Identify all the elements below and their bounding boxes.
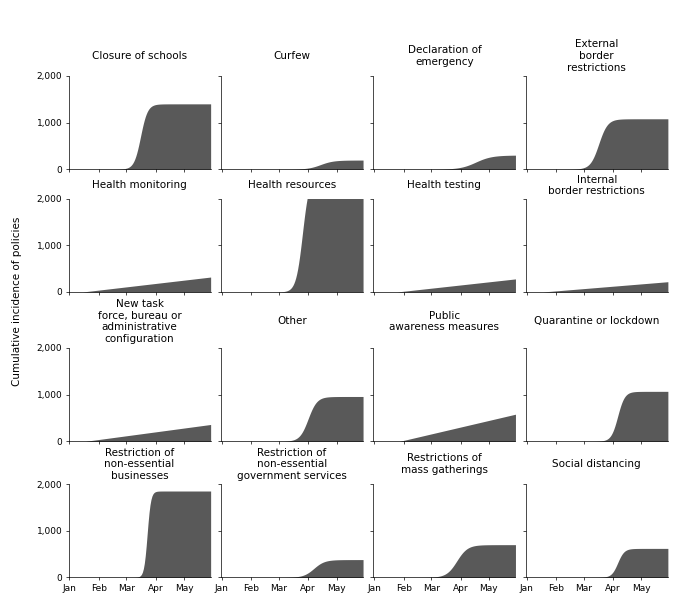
Text: Restriction of
non-essential
government services: Restriction of non-essential government … [237,447,347,481]
Text: New task
force, bureau or
administrative
configuration: New task force, bureau or administrative… [98,299,182,344]
Text: Health resources: Health resources [248,181,336,190]
Text: Declaration of
emergency: Declaration of emergency [408,45,482,67]
Text: Other: Other [277,317,307,326]
Text: Cumulative incidence of policies: Cumulative incidence of policies [12,216,22,386]
Text: Health monitoring: Health monitoring [92,181,187,190]
Text: Curfew: Curfew [273,51,310,61]
Text: External
border
restrictions: External border restrictions [567,39,626,73]
Text: Closure of schools: Closure of schools [92,51,187,61]
Text: Internal
border restrictions: Internal border restrictions [549,175,645,196]
Text: Quarantine or lockdown: Quarantine or lockdown [534,317,660,326]
Text: Restriction of
non-essential
businesses: Restriction of non-essential businesses [104,447,175,481]
Text: Restrictions of
mass gatherings: Restrictions of mass gatherings [401,453,488,475]
Text: Health testing: Health testing [408,181,482,190]
Text: Public
awareness measures: Public awareness measures [389,311,499,332]
Text: Social distancing: Social distancing [553,459,641,469]
